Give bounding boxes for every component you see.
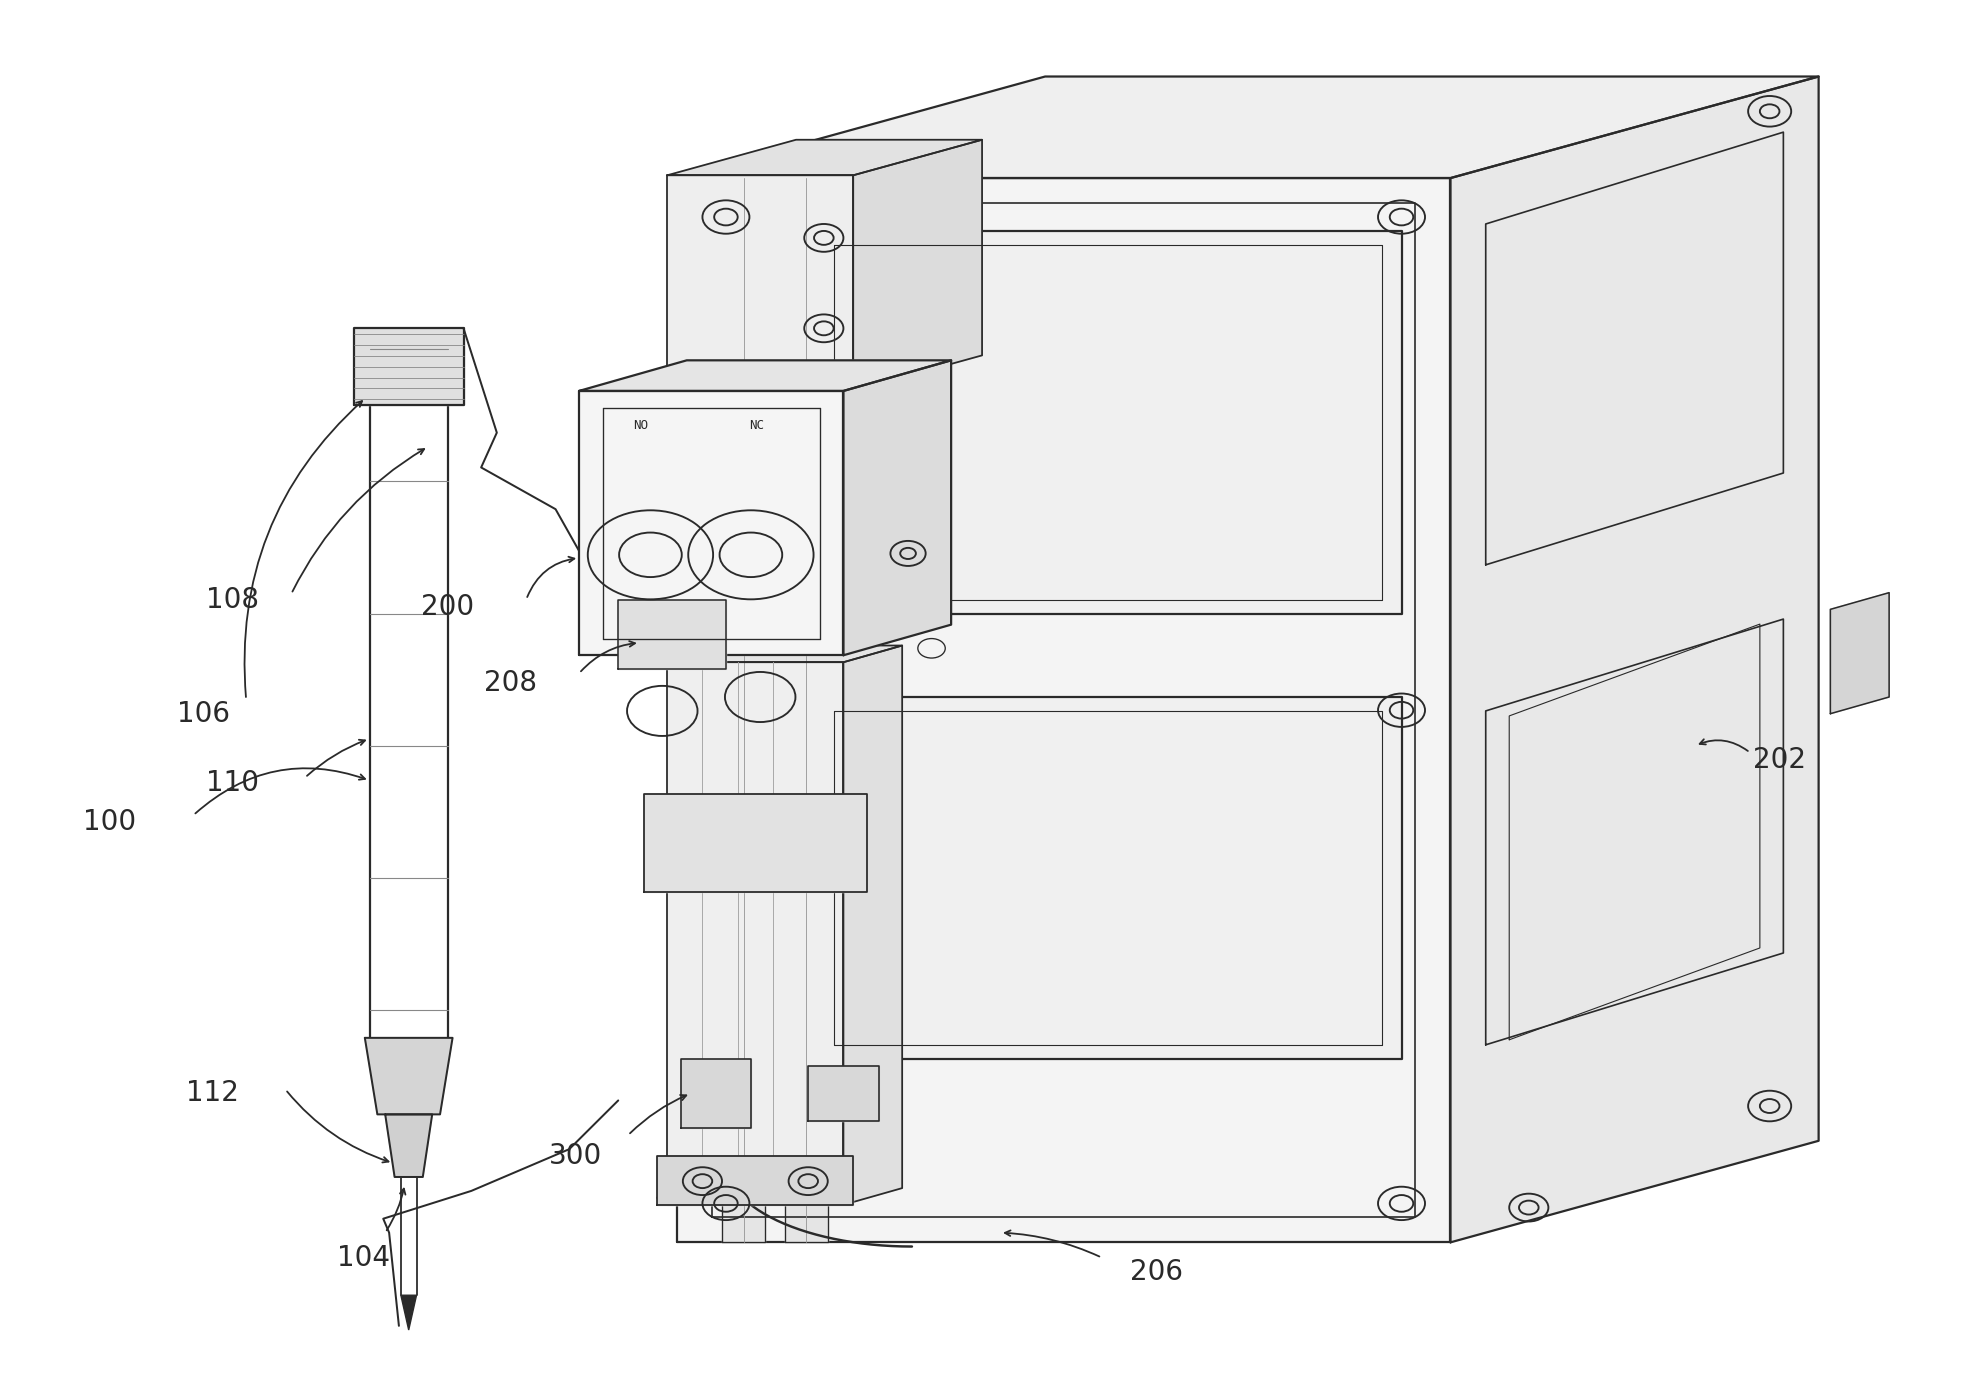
Polygon shape — [784, 178, 828, 1242]
Text: 300: 300 — [549, 1142, 602, 1170]
Polygon shape — [1486, 619, 1783, 1046]
Polygon shape — [843, 645, 902, 1204]
Polygon shape — [384, 1114, 431, 1177]
Polygon shape — [353, 329, 463, 404]
Polygon shape — [643, 795, 867, 892]
Polygon shape — [618, 599, 726, 669]
Polygon shape — [667, 645, 902, 662]
Text: 108: 108 — [206, 585, 259, 613]
Polygon shape — [667, 176, 853, 390]
Polygon shape — [853, 139, 982, 390]
Polygon shape — [680, 1058, 751, 1128]
Polygon shape — [667, 662, 843, 1204]
Text: 104: 104 — [337, 1243, 390, 1271]
Text: 200: 200 — [422, 592, 475, 620]
Text: 208: 208 — [484, 669, 537, 697]
Text: NO: NO — [633, 420, 649, 432]
Polygon shape — [578, 390, 843, 655]
Polygon shape — [1451, 77, 1818, 1242]
Text: 202: 202 — [1753, 746, 1806, 774]
Text: 106: 106 — [176, 700, 229, 728]
Text: 110: 110 — [206, 769, 259, 797]
Polygon shape — [1486, 132, 1783, 565]
Polygon shape — [1830, 592, 1888, 714]
Text: NC: NC — [749, 420, 765, 432]
Text: 112: 112 — [186, 1079, 239, 1107]
Text: 100: 100 — [82, 809, 135, 836]
Polygon shape — [677, 77, 1818, 178]
Polygon shape — [814, 231, 1402, 613]
Polygon shape — [843, 360, 951, 655]
Polygon shape — [578, 360, 951, 390]
Polygon shape — [677, 178, 1451, 1242]
Polygon shape — [814, 697, 1402, 1058]
Polygon shape — [657, 1156, 853, 1204]
Text: 206: 206 — [1130, 1257, 1182, 1285]
Polygon shape — [808, 1065, 879, 1121]
Polygon shape — [722, 178, 765, 1242]
Polygon shape — [400, 1295, 416, 1330]
Polygon shape — [365, 1039, 453, 1114]
Polygon shape — [667, 139, 982, 176]
